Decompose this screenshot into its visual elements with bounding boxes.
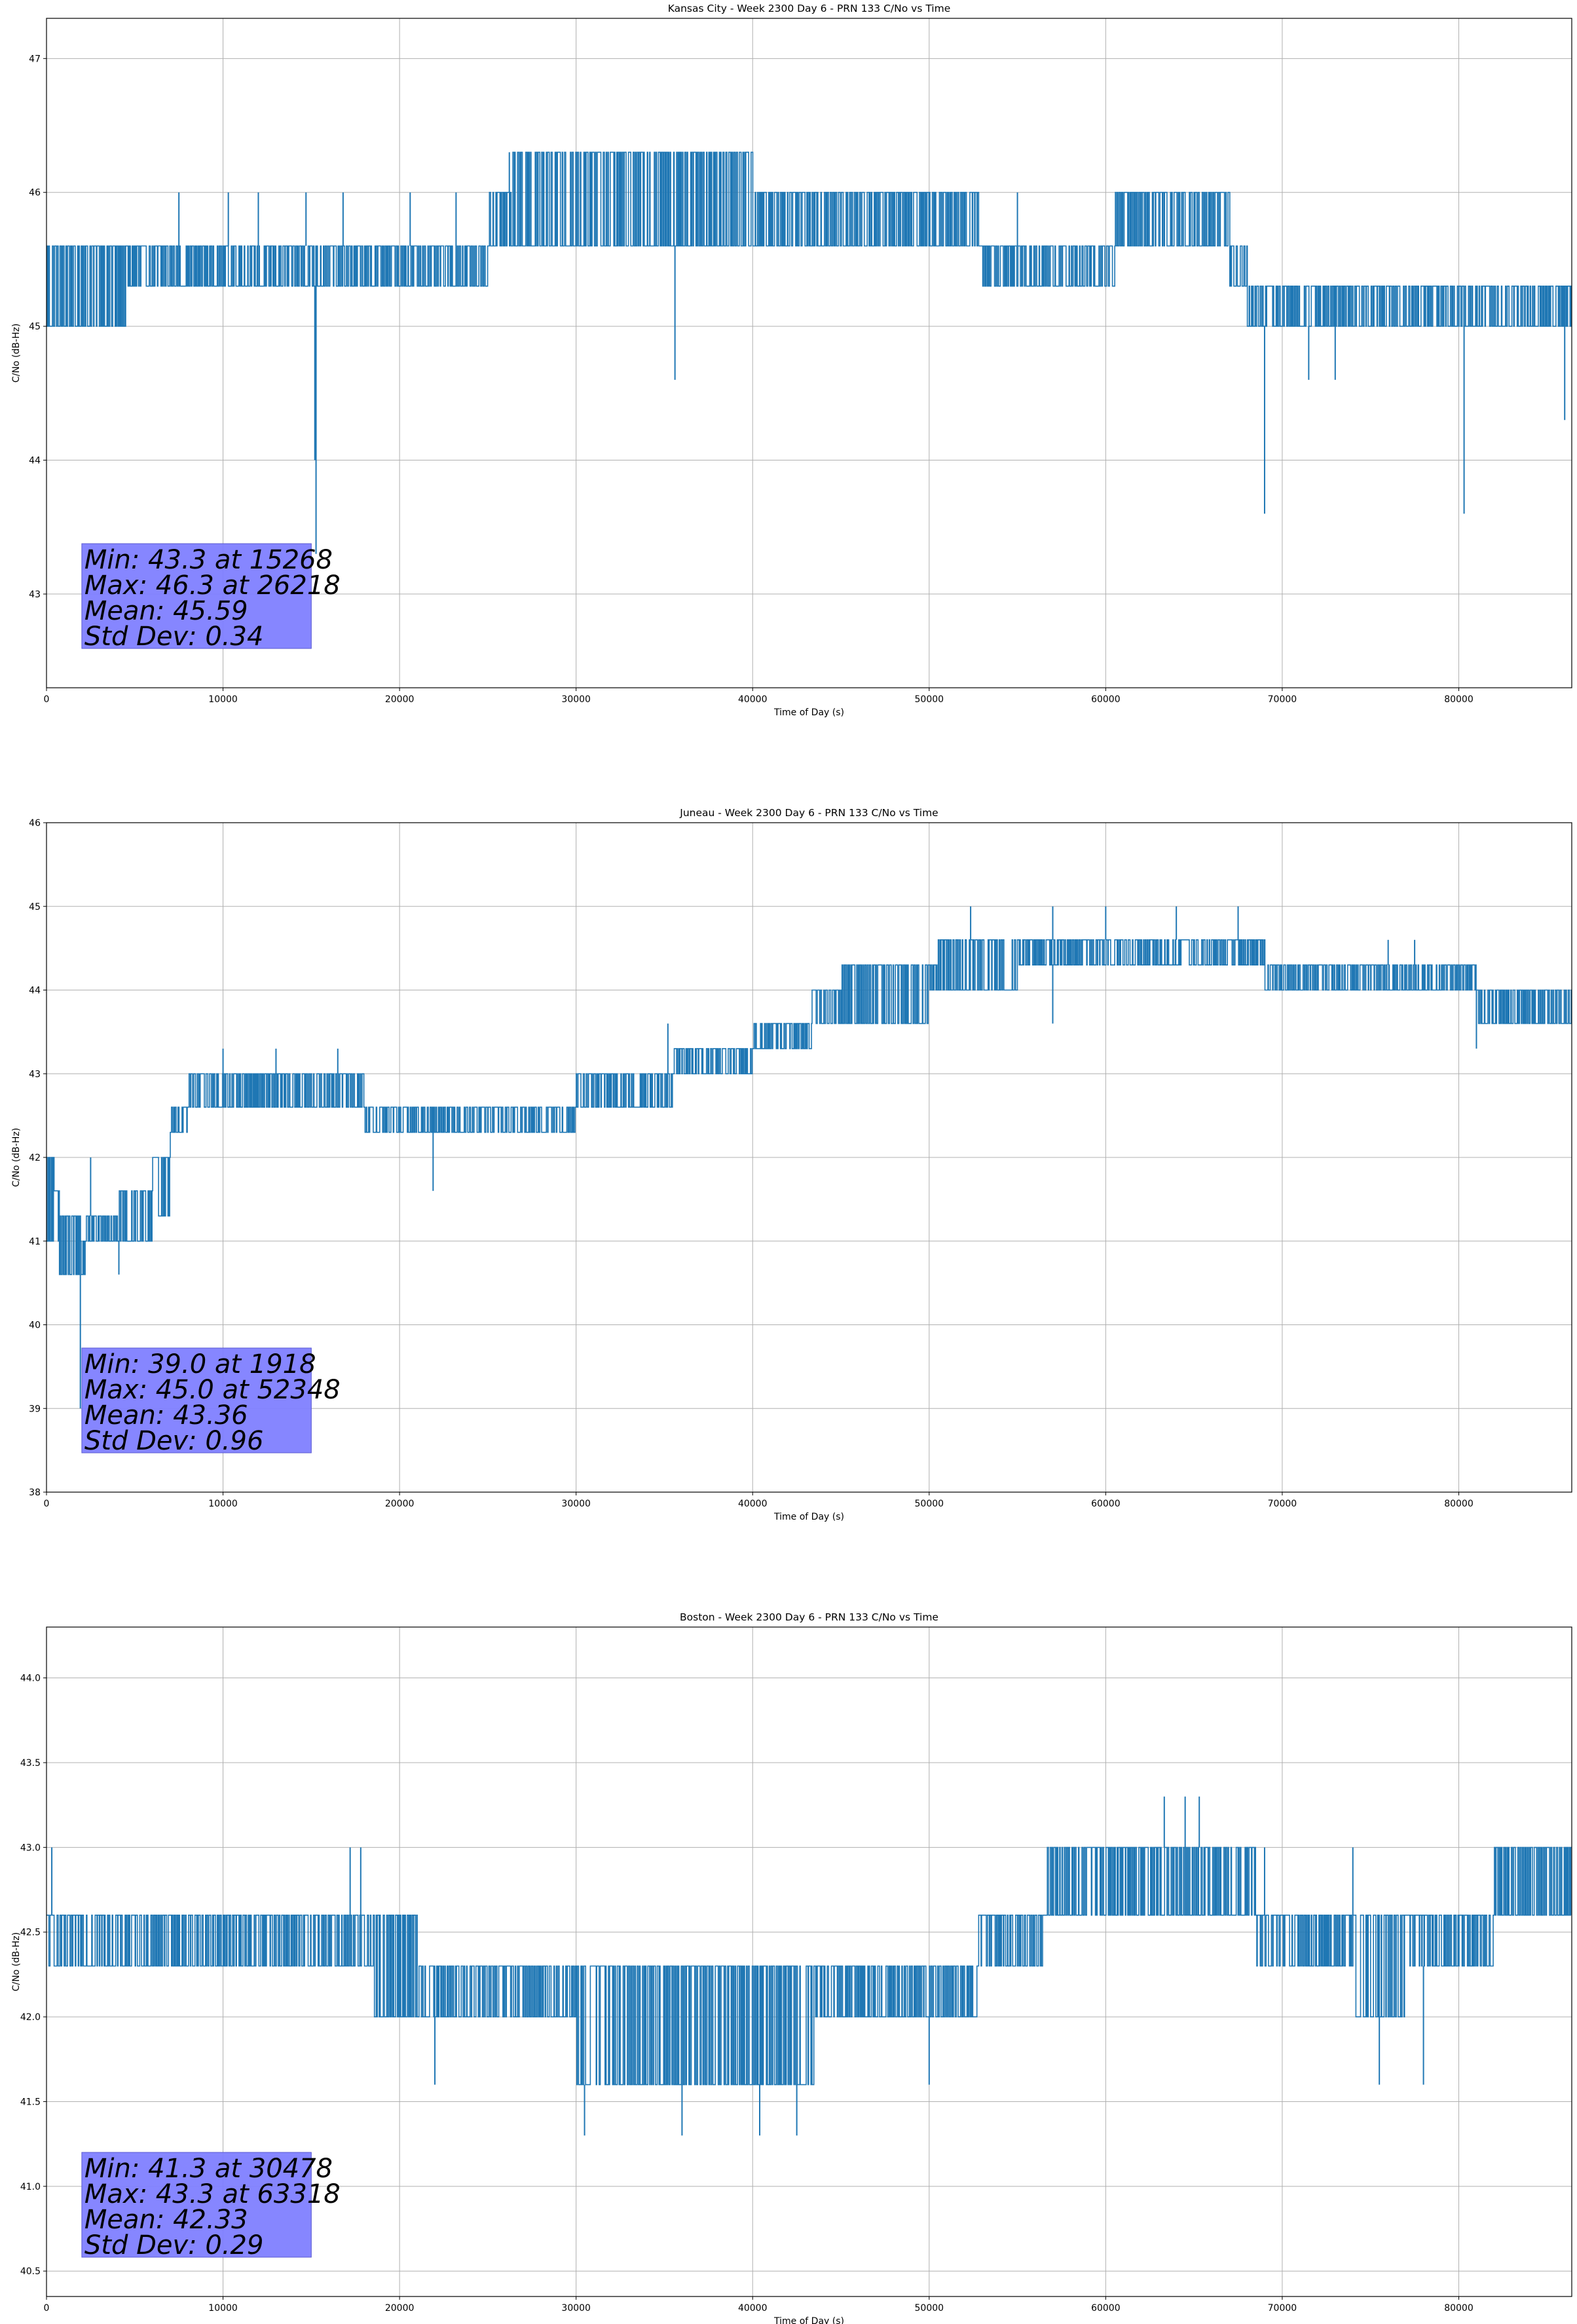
x-tick-label: 60000: [1091, 694, 1121, 705]
x-tick-label: 0: [44, 1499, 50, 1509]
y-tick-label: 43: [29, 1069, 41, 1079]
y-tick-label: 43.0: [20, 1843, 41, 1853]
x-tick-label: 70000: [1268, 1499, 1297, 1509]
x-tick-label: 0: [44, 2303, 50, 2314]
y-tick-label: 41.0: [20, 2182, 41, 2192]
x-tick-label: 40000: [738, 2303, 768, 2314]
x-tick-label: 60000: [1091, 2303, 1121, 2314]
x-tick-label: 50000: [915, 2303, 944, 2314]
y-tick-label: 42.0: [20, 2012, 41, 2023]
series-line: [46, 1846, 1572, 2086]
x-tick-label: 80000: [1444, 2303, 1474, 2314]
y-tick-label: 44: [29, 456, 41, 466]
x-tick-label: 70000: [1268, 694, 1297, 705]
chart-panel-2: Juneau - Week 2300 Day 6 - PRN 133 C/No …: [11, 807, 1572, 1522]
stats-line: Max: 46.3 at 26218: [84, 571, 341, 601]
x-tick-label: 30000: [561, 694, 591, 705]
x-axis-label: Time of Day (s): [773, 707, 844, 718]
x-tick-label: 10000: [208, 2303, 238, 2314]
x-axis-label: Time of Day (s): [773, 2316, 844, 2324]
y-axis-label: C/No (dB-Hz): [11, 324, 22, 383]
y-tick-label: 44: [29, 986, 41, 996]
x-tick-label: 50000: [915, 694, 944, 705]
y-tick-label: 41.5: [20, 2097, 41, 2107]
y-tick-label: 42.5: [20, 1928, 41, 1938]
stats-line: Max: 43.3 at 63318: [84, 2179, 341, 2209]
y-tick-label: 43.5: [20, 1758, 41, 1769]
stats-line: Mean: 45.59: [84, 596, 248, 626]
x-tick-label: 80000: [1444, 694, 1474, 705]
stats-line: Min: 43.3 at 15268: [84, 545, 333, 575]
chart-title: Juneau - Week 2300 Day 6 - PRN 133 C/No …: [679, 807, 938, 819]
stats-line: Max: 45.0 at 52348: [84, 1375, 341, 1405]
y-tick-label: 45: [29, 902, 41, 912]
y-tick-label: 45: [29, 322, 41, 332]
y-tick-label: 46: [29, 818, 41, 829]
y-tick-label: 39: [29, 1404, 41, 1414]
y-axis-label: C/No (dB-Hz): [11, 1128, 22, 1187]
stats-line: Std Dev: 0.29: [84, 2230, 264, 2260]
y-tick-label: 40: [29, 1321, 41, 1331]
x-tick-label: 40000: [738, 1499, 768, 1509]
chart-panel-1: Kansas City - Week 2300 Day 6 - PRN 133 …: [11, 3, 1572, 718]
x-tick-label: 20000: [385, 1499, 415, 1509]
x-tick-label: 40000: [738, 694, 768, 705]
stats-line: Mean: 43.36: [84, 1400, 248, 1431]
x-tick-label: 50000: [915, 1499, 944, 1509]
y-tick-label: 41: [29, 1237, 41, 1247]
y-tick-label: 38: [29, 1488, 41, 1498]
y-tick-label: 44.0: [20, 1674, 41, 1684]
stats-line: Std Dev: 0.96: [84, 1426, 264, 1456]
stats-line: Min: 39.0 at 1918: [84, 1349, 316, 1379]
axes-frame: [46, 18, 1572, 688]
stats-line: Std Dev: 0.34: [84, 622, 264, 652]
x-tick-label: 60000: [1091, 1499, 1121, 1509]
series-line: [46, 939, 1572, 1275]
x-tick-label: 20000: [385, 2303, 415, 2314]
chart-title: Boston - Week 2300 Day 6 - PRN 133 C/No …: [680, 1611, 938, 1623]
y-tick-label: 47: [29, 54, 41, 64]
x-tick-label: 30000: [561, 2303, 591, 2314]
chart-panel-3: Boston - Week 2300 Day 6 - PRN 133 C/No …: [11, 1611, 1572, 2324]
x-tick-label: 70000: [1268, 2303, 1297, 2314]
y-tick-label: 40.5: [20, 2266, 41, 2277]
x-tick-label: 20000: [385, 694, 415, 705]
series-line: [46, 151, 1572, 327]
data-series: [46, 906, 1572, 1409]
y-tick-label: 42: [29, 1153, 41, 1163]
stats-box: [81, 1347, 312, 1453]
x-tick-label: 10000: [208, 1499, 238, 1509]
data-series: [46, 151, 1572, 554]
x-axis-label: Time of Day (s): [773, 1512, 844, 1522]
y-tick-label: 46: [29, 188, 41, 198]
data-series: [46, 1796, 1572, 2136]
stats-box: [81, 543, 312, 649]
x-tick-label: 30000: [561, 1499, 591, 1509]
x-tick-label: 10000: [208, 694, 238, 705]
x-tick-label: 80000: [1444, 1499, 1474, 1509]
stats-line: Min: 41.3 at 30478: [84, 2154, 333, 2184]
stats-box: [81, 2152, 312, 2258]
y-axis-label: C/No (dB-Hz): [11, 1932, 22, 1991]
stats-line: Mean: 42.33: [84, 2205, 248, 2235]
y-tick-label: 43: [29, 590, 41, 600]
x-tick-label: 0: [44, 694, 50, 705]
axes-frame: [46, 1626, 1572, 2297]
chart-title: Kansas City - Week 2300 Day 6 - PRN 133 …: [668, 3, 951, 14]
